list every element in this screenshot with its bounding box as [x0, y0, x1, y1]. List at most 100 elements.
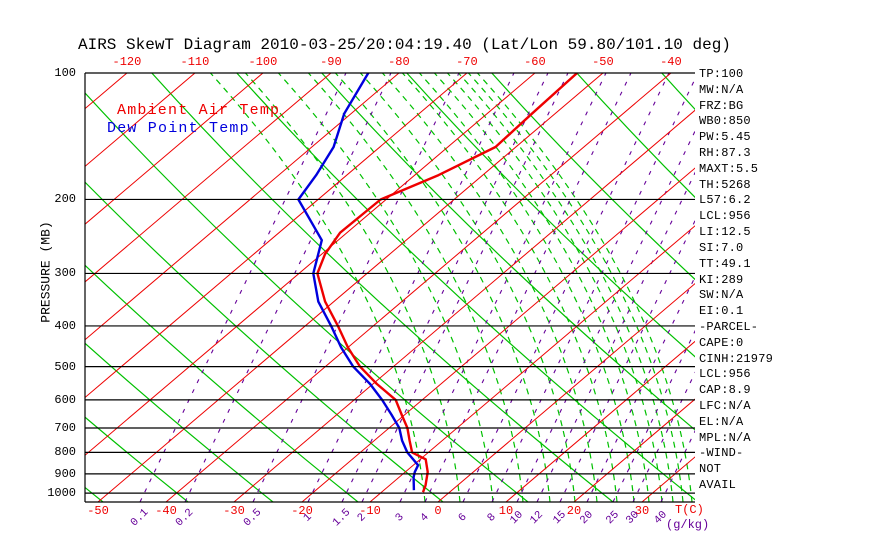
dry-adiabat-line: [576, 73, 695, 199]
mixing-ratio-line: [660, 429, 695, 502]
stat-line: KI:289: [699, 272, 744, 287]
dry-adiabat-line: [321, 73, 695, 431]
isotherm-line: [641, 456, 695, 502]
bottom-temp-tick: -20: [291, 504, 313, 518]
isotherm-line: [505, 340, 695, 502]
mixing-ratio-line: [399, 73, 607, 502]
stat-line: L57:6.2: [699, 193, 751, 208]
bottom-temp-tick: 0: [434, 504, 442, 518]
stat-line: LFC:N/A: [699, 399, 751, 413]
moist-adiabat-line: [446, 73, 663, 502]
mixing-ratio-line: [361, 73, 569, 502]
mixing-ratio-line: [424, 73, 632, 502]
isotherm-line: [97, 73, 604, 502]
moist-adiabat-line: [307, 73, 524, 502]
stat-line: -PARCEL-: [699, 319, 759, 334]
bottom-temp-tick: 20: [566, 504, 582, 518]
mixing-ratio-line: [586, 275, 695, 502]
bottom-temp-tick: 30: [634, 504, 650, 518]
stat-line: LCL:956: [699, 367, 751, 382]
isotherm-line: [85, 73, 468, 399]
pressure-tick: 100: [54, 66, 76, 80]
stat-line: RH:87.3: [699, 146, 751, 161]
isotherm-line: [85, 73, 332, 283]
stat-line: FRZ:BG: [699, 98, 744, 113]
pressure-tick: 900: [54, 466, 76, 481]
mixing-ratio-line: [184, 73, 392, 502]
top-temp-tick: -70: [456, 55, 478, 69]
dry-adiabat-line: [151, 73, 614, 502]
pressure-tick: 500: [54, 359, 76, 374]
mixing-ratio-axis-unit: (g/kg): [666, 518, 710, 532]
top-temp-tick: -110: [180, 55, 210, 69]
stat-line: LI:12.5: [699, 225, 751, 240]
top-temp-tick: -40: [660, 55, 682, 69]
stat-line: MPL:N/A: [699, 430, 751, 445]
moist-adiabat-line: [244, 73, 461, 502]
isotherm-line: [85, 73, 536, 456]
stat-line: SI:7.0: [699, 240, 744, 255]
stat-line: EI:0.1: [699, 304, 744, 319]
stat-line: NOT: [699, 462, 722, 477]
top-temp-tick: -80: [388, 55, 410, 69]
moist-adiabat-line: [401, 73, 618, 502]
top-temp-tick: -50: [592, 55, 614, 69]
pressure-tick: 600: [54, 392, 76, 407]
mixing-ratio-line: [559, 219, 695, 502]
top-temp-tick: -60: [524, 55, 546, 69]
moist-adiabat-line: [209, 73, 426, 502]
mixing-ratio-line: [462, 73, 670, 502]
pressure-tick: 200: [54, 192, 76, 207]
dry-adiabat-line: [85, 416, 189, 502]
isotherm-line: [85, 73, 264, 225]
moist-adiabat-line: [476, 73, 693, 502]
dry-adiabat-line: [491, 73, 695, 281]
pressure-tick: 1000: [47, 486, 76, 501]
dry-adiabat-line: [406, 73, 695, 358]
mixing-ratio-line: [491, 77, 695, 502]
legend-dew-point-temp: Dew Point Temp: [107, 120, 250, 137]
dry-adiabat-line: [85, 342, 274, 502]
stat-line: AVAIL: [699, 478, 737, 493]
isotherm-line: [85, 73, 196, 168]
stat-line: CINH:21979: [699, 351, 774, 366]
moist-adiabat-line: [334, 73, 551, 502]
moist-adiabat-line: [457, 73, 674, 502]
mixing-ratio-line: [536, 171, 695, 502]
dry-adiabat-line: [85, 181, 444, 502]
isotherm-line: [85, 73, 400, 341]
bottom-temp-tick: -30: [223, 504, 245, 518]
stat-line: CAP:8.9: [699, 383, 751, 398]
stat-line: EL:N/A: [699, 414, 744, 429]
ambient-temp-curve: [316, 73, 578, 493]
mixing-ratio-line: [139, 73, 347, 502]
plot-area: [85, 73, 695, 502]
bottom-temp-tick: -40: [155, 504, 177, 518]
pressure-tick: 700: [54, 421, 76, 436]
isotherm-line: [437, 282, 695, 502]
bottom-temp-tick: -50: [87, 504, 109, 518]
stat-line: TP:100: [699, 67, 744, 81]
mixing-ratio-line: [307, 73, 515, 502]
pressure-tick: 400: [54, 318, 76, 333]
isotherm-line: [301, 167, 695, 502]
mixing-ratio-line: [516, 129, 695, 502]
moist-adiabat-line: [277, 73, 494, 502]
pressure-tick: 300: [54, 266, 76, 281]
stat-line: LCL:956: [699, 209, 751, 224]
dry-adiabat-line: [236, 73, 695, 501]
stat-line: TT:49.1: [699, 256, 751, 271]
dry-adiabat-line: [661, 73, 695, 111]
mixing-ratio-line: [632, 371, 695, 502]
legend-ambient-air-temp: Ambient Air Temp: [117, 102, 281, 119]
top-temp-tick: -90: [320, 55, 342, 69]
stat-line: CAPE:0: [699, 335, 744, 350]
moist-adiabat-line: [359, 73, 576, 502]
stat-line: SW:N/A: [699, 288, 744, 303]
stat-line: TH:5268: [699, 177, 751, 192]
isotherm-line: [165, 73, 672, 502]
temp-axis-unit: T(C): [675, 503, 704, 517]
isotherm-line: [233, 109, 695, 502]
